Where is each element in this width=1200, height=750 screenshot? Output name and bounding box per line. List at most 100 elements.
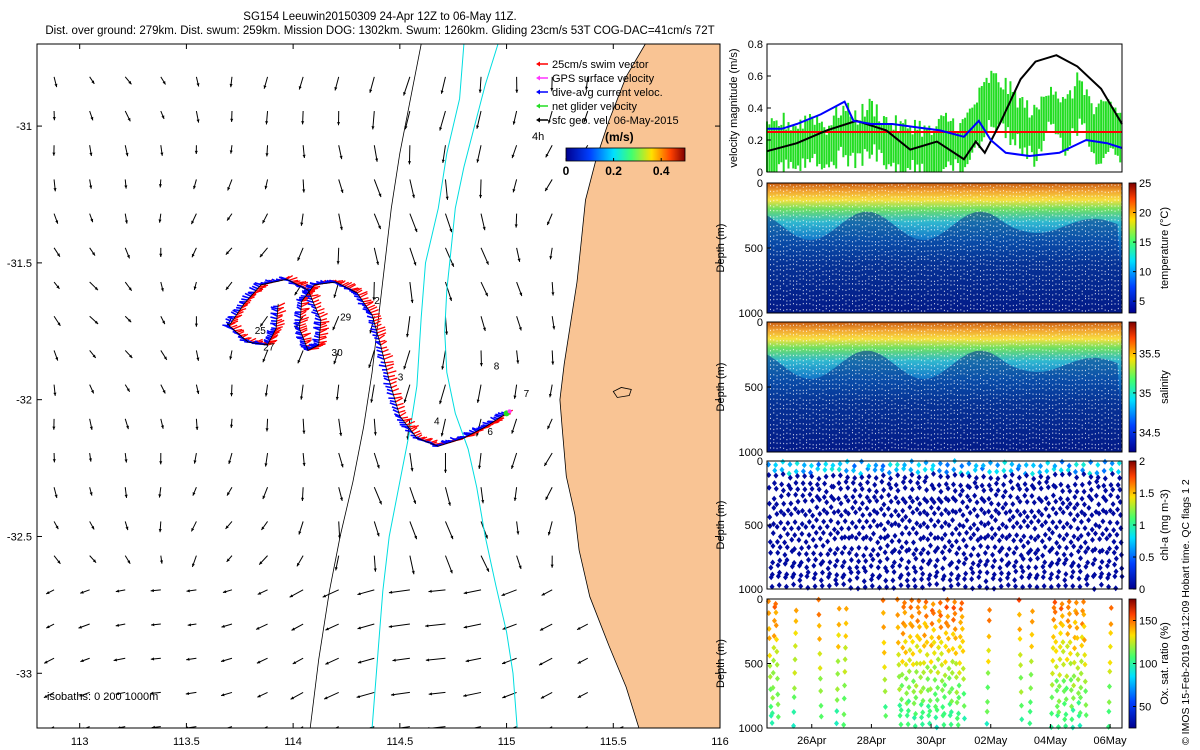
profile-dot (861, 234, 863, 237)
profile-dot (1071, 274, 1073, 276)
profile-dot (1039, 268, 1041, 270)
velocity-arrowhead (227, 217, 231, 221)
profile-dot (792, 413, 794, 415)
temperature-colorbar-tick-label: 5 (1139, 296, 1145, 308)
velocity-arrowhead (548, 119, 551, 124)
profile-dot (776, 199, 778, 201)
swim-vector (270, 334, 279, 339)
profile-dot (904, 243, 906, 246)
profile-dot (871, 185, 873, 187)
profile-dot (1029, 255, 1031, 258)
day-label: 27 (263, 342, 275, 353)
profile-dot (819, 383, 821, 386)
profile-dot (829, 443, 831, 446)
profile-dot (829, 299, 831, 301)
profile-dot (953, 200, 955, 202)
profile-dot (845, 289, 847, 292)
profile-dot (1091, 234, 1093, 236)
profile-dot (878, 229, 880, 231)
profile-dot (904, 209, 906, 211)
profile-dot (769, 354, 771, 356)
profile-dot (897, 279, 899, 281)
dac-vector (366, 315, 374, 319)
profile-dot (1039, 225, 1041, 227)
profile-dot (976, 263, 978, 266)
profile-dot (1062, 209, 1064, 211)
profile-dot (809, 399, 811, 401)
profile-dot (976, 234, 978, 237)
profile-dot (799, 258, 801, 260)
profile-dot (1078, 216, 1080, 218)
profile-dot (1071, 268, 1073, 270)
profile-dot (888, 201, 890, 203)
velocity-arrowhead (90, 389, 94, 394)
profile-dot (1045, 219, 1047, 221)
profile-dot (845, 409, 847, 411)
swim-vector (231, 318, 239, 323)
geostrophic-velocity-arrows (43, 76, 624, 732)
profile-dot (799, 355, 801, 357)
profile-dot (1048, 244, 1050, 246)
profile-dot (1088, 231, 1090, 233)
profile-dot (1078, 288, 1080, 290)
profile-dot (1035, 280, 1037, 282)
profile-dot (783, 364, 785, 366)
profile-dot (1058, 199, 1060, 202)
profile-dot (973, 255, 975, 258)
profile-dot (842, 324, 844, 327)
profile-dot (792, 200, 794, 202)
profile-dot (799, 288, 801, 291)
profile-dot (920, 235, 922, 237)
profile-dot (934, 307, 936, 310)
profile-dot (1107, 284, 1109, 286)
profile-dot (1039, 253, 1041, 256)
profile-dot (1075, 210, 1077, 212)
velocity-arrowhead (414, 535, 417, 540)
profile-dot (970, 278, 972, 281)
profile-dot (773, 380, 775, 382)
profile-dot (1025, 313, 1027, 315)
profile-dot (861, 294, 863, 296)
profile-dot (786, 423, 788, 425)
profile-dot (1101, 269, 1103, 272)
profile-dot (812, 313, 814, 315)
profile-dot (1085, 245, 1087, 247)
profile-dot (1117, 209, 1119, 211)
velocity-arrowhead (262, 219, 266, 224)
dac-vector (377, 353, 384, 357)
profile-dot (1085, 265, 1087, 268)
profile-dot (983, 201, 985, 203)
velocity-arrowhead (357, 729, 360, 732)
velocity-arrow (184, 726, 197, 728)
profile-dot (796, 288, 798, 290)
profile-dot (1019, 279, 1021, 281)
day-label: 4 (434, 416, 440, 427)
profile-dot (796, 369, 798, 371)
profile-dot (1104, 230, 1106, 232)
profile-dot (1006, 309, 1008, 312)
swim-vector (310, 294, 319, 297)
profile-dot (1117, 284, 1119, 286)
velocity-arrowhead (229, 356, 233, 360)
profile-dot (1055, 211, 1057, 213)
profile-dot (973, 185, 975, 188)
profile-dot (957, 244, 959, 247)
profile-dot (815, 274, 817, 276)
profile-dot (842, 294, 844, 297)
profile-dot (1062, 249, 1064, 251)
profile-dot (815, 328, 817, 330)
profile-dot (1019, 303, 1021, 305)
profile-dot (835, 413, 837, 416)
profile-dot (822, 354, 824, 356)
profile-dot (1035, 184, 1037, 186)
profile-dot (773, 218, 775, 221)
profile-dot (1081, 293, 1083, 295)
profile-dot (1032, 245, 1034, 247)
profile-dot (783, 194, 785, 196)
profile-dot (1016, 191, 1018, 193)
profile-dot (848, 265, 850, 267)
profile-dot (960, 245, 962, 248)
profile-dot (934, 313, 936, 316)
profile-dot (1006, 230, 1008, 232)
